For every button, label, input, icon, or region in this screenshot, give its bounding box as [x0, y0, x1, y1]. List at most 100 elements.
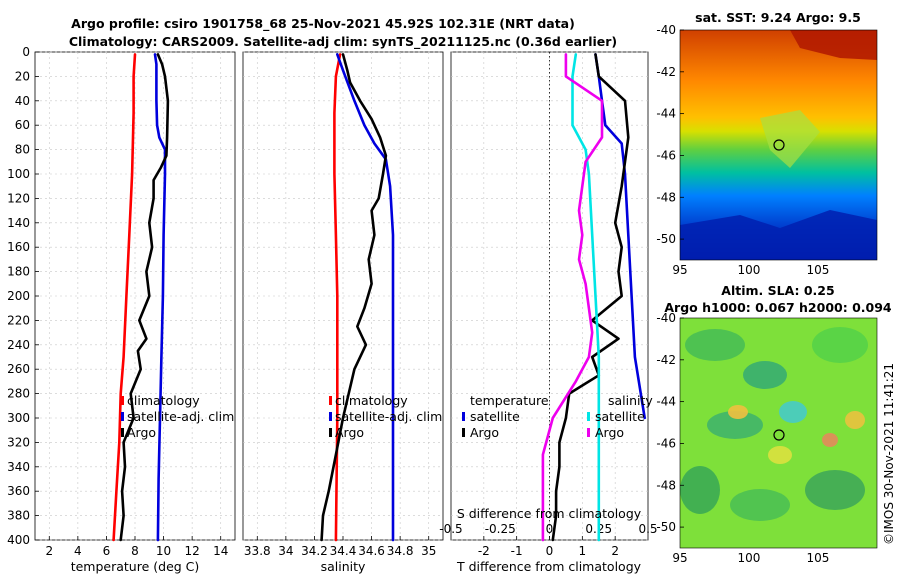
x-tick-label: 12 — [185, 544, 200, 558]
map-x-tick-label: 105 — [806, 263, 829, 277]
x-tick-label: -2 — [478, 544, 490, 558]
sla-blob — [779, 401, 807, 423]
sla-blob — [685, 329, 745, 361]
series-line-argo — [320, 53, 388, 542]
series-line-t-argo — [551, 53, 630, 542]
legend-argo-label: Argo — [335, 425, 364, 440]
legend-t-satellite-swatch — [462, 412, 465, 421]
y-tick-label: 320 — [7, 435, 30, 449]
copyright-stamp: ©IMOS 30-Nov-2021 11:41:21 — [882, 363, 896, 545]
temperature-x-axis: 2 4 6 8 10 12 14 — [45, 536, 228, 558]
sla-map-frame — [679, 317, 878, 549]
temperature-panel: 0 20 40 60 80 100 120 140 160 180 200 220 240 260 280 3… — [7, 45, 236, 574]
sla-blob — [728, 405, 748, 419]
y-tick-label: 200 — [7, 289, 30, 303]
x-tick-label: 2 — [611, 544, 619, 558]
salinity-grid — [243, 51, 443, 541]
legend-satellite-swatch — [329, 412, 332, 421]
legend-climatology-label: climatology — [127, 393, 200, 408]
x-tick-label: 4 — [74, 544, 82, 558]
sla-blob — [730, 489, 790, 521]
map-y-tick-label: -48 — [656, 478, 676, 492]
sla-longitude-axis: 95 100 105 — [672, 551, 829, 565]
x-tick-label: 34.8 — [387, 544, 414, 558]
sla-blob — [768, 446, 792, 464]
legend-temperature-title: temperature — [470, 393, 549, 408]
y-tick-label: 160 — [7, 240, 30, 254]
title-line-1: Argo profile: csiro 1901758_68 25-Nov-20… — [71, 16, 575, 32]
map-y-tick-label: -46 — [656, 148, 676, 162]
t-difference-xlabel: T difference from climatology — [456, 559, 642, 574]
series-line-satellite-adj-clim — [153, 53, 167, 542]
y-tick-label: 240 — [7, 338, 30, 352]
sst-map-panel: sat. SST: 9.24 Argo: 9.5 95 100 105 -40 -42… — [656, 10, 878, 277]
temperature-lines — [112, 53, 170, 542]
map-x-tick-label: 100 — [737, 263, 760, 277]
x-tick-label: 34.4 — [330, 544, 357, 558]
legend-s-satellite-swatch — [587, 412, 590, 421]
y-tick-label: 300 — [7, 411, 30, 425]
series-line-s-argo — [541, 53, 604, 542]
y-tick-label: 0 — [22, 45, 30, 59]
sst-cold-patch — [680, 210, 877, 260]
y-tick-label: 20 — [15, 69, 30, 83]
map-y-tick-label: -46 — [656, 436, 676, 450]
sla-blob — [822, 433, 838, 447]
x-tick-label: 6 — [103, 544, 111, 558]
x-tick-label: 1 — [579, 544, 587, 558]
legend-s-argo-label: Argo — [595, 425, 624, 440]
x-tick-label: 10 — [156, 544, 171, 558]
map-x-tick-label: 100 — [737, 551, 760, 565]
temperature-xlabel: temperature (deg C) — [71, 559, 200, 574]
legend-s-argo-swatch — [587, 428, 590, 437]
map-y-tick-label: -44 — [656, 395, 676, 409]
y-tick-label: 80 — [15, 143, 30, 157]
sst-longitude-axis: 95 100 105 — [672, 263, 829, 277]
temperature-grid — [35, 51, 235, 541]
map-x-tick-label: 105 — [806, 551, 829, 565]
series-line-climatology — [112, 53, 137, 542]
x-tick-label: 2 — [45, 544, 53, 558]
legend-satellite-label: satellite-adj. clim — [127, 409, 234, 424]
y-tick-label: 140 — [7, 216, 30, 230]
sst-argo-marker — [773, 139, 785, 151]
y-tick-label: 60 — [15, 118, 30, 132]
legend-satellite-swatch — [121, 412, 124, 421]
difference-legend: temperature satellite Argo salinity sate… — [462, 393, 653, 440]
y-tick-label: 280 — [7, 387, 30, 401]
legend-climatology-label: climatology — [335, 393, 408, 408]
s-tick-label: 0 — [546, 522, 554, 536]
difference-lines — [541, 53, 647, 542]
sst-front-patch — [760, 110, 820, 168]
difference-panel: -2 -1 0 1 2 -0.5 -0.25 0 0.25 0.5 T difference f… — [439, 51, 658, 574]
sla-blob — [812, 327, 868, 363]
series-line-s-satellite — [571, 53, 601, 542]
map-x-tick-label: 95 — [672, 551, 687, 565]
legend-climatology-swatch — [329, 396, 332, 405]
y-tick-label: 220 — [7, 313, 30, 327]
t-difference-x-axis: -2 -1 0 1 2 — [478, 536, 619, 558]
map-y-tick-label: -42 — [656, 353, 676, 367]
y-tick-label: 40 — [15, 94, 30, 108]
sst-latitude-axis: -40 -42 -44 -46 -48 -50 — [656, 23, 684, 246]
series-line-argo — [119, 53, 170, 542]
sla-map-panel: Altim. SLA: 0.25 Argo h1000: 0.067 h2000… — [656, 283, 892, 565]
legend-salinity-title: salinity — [608, 393, 653, 408]
salinity-xlabel: salinity — [321, 559, 366, 574]
y-tick-label: 100 — [7, 167, 30, 181]
series-line-climatology — [333, 53, 342, 542]
y-tick-label: 340 — [7, 460, 30, 474]
sla-blob — [805, 470, 865, 510]
title-line-2: Climatology: CARS2009. Satellite-adj cli… — [69, 34, 617, 50]
x-tick-label: 0 — [546, 544, 554, 558]
legend-argo-swatch — [329, 428, 332, 437]
sla-blob — [707, 411, 763, 439]
y-tick-label: 180 — [7, 265, 30, 279]
x-tick-label: 14 — [213, 544, 228, 558]
legend-s-satellite-label: satellite — [595, 409, 645, 424]
y-tick-label: 380 — [7, 509, 30, 523]
s-tick-label: -0.25 — [485, 522, 516, 536]
depth-axis: 0 20 40 60 80 100 120 140 160 180 200 220 240 260 280 3… — [7, 45, 39, 547]
series-line-t-satellite — [594, 53, 647, 420]
